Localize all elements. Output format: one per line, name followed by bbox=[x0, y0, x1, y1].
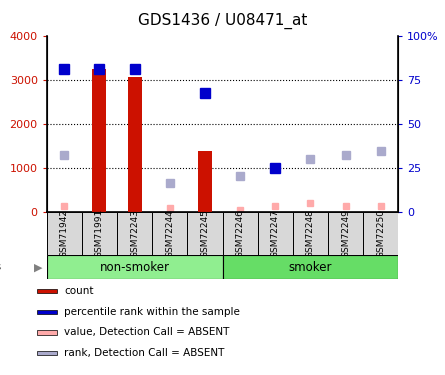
Bar bbox=[222, 212, 258, 255]
Bar bbox=[198, 151, 212, 212]
Bar bbox=[187, 212, 222, 255]
Bar bbox=[37, 309, 57, 314]
Text: rank, Detection Call = ABSENT: rank, Detection Call = ABSENT bbox=[65, 348, 225, 358]
Text: GSM72246: GSM72246 bbox=[235, 209, 245, 258]
Bar bbox=[328, 212, 363, 255]
Bar bbox=[47, 255, 222, 279]
Bar bbox=[222, 255, 398, 279]
Bar bbox=[47, 212, 82, 255]
Text: GDS1436 / U08471_at: GDS1436 / U08471_at bbox=[138, 13, 307, 29]
Text: GSM72249: GSM72249 bbox=[341, 209, 350, 258]
Text: GSM72245: GSM72245 bbox=[200, 209, 210, 258]
Text: GSM72248: GSM72248 bbox=[306, 209, 315, 258]
Text: stress: stress bbox=[0, 262, 4, 272]
Bar bbox=[363, 212, 398, 255]
Text: count: count bbox=[65, 286, 94, 296]
Bar bbox=[37, 351, 57, 355]
Text: GSM71942: GSM71942 bbox=[60, 209, 69, 258]
Text: smoker: smoker bbox=[289, 261, 332, 274]
Bar bbox=[128, 78, 142, 212]
Text: GSM72244: GSM72244 bbox=[165, 209, 174, 258]
Text: value, Detection Call = ABSENT: value, Detection Call = ABSENT bbox=[65, 327, 230, 338]
Bar bbox=[82, 212, 117, 255]
Text: non-smoker: non-smoker bbox=[100, 261, 170, 274]
Bar bbox=[152, 212, 187, 255]
Text: ▶: ▶ bbox=[34, 262, 43, 272]
Text: GSM72250: GSM72250 bbox=[376, 209, 385, 258]
Text: GSM71991: GSM71991 bbox=[95, 209, 104, 258]
Bar bbox=[37, 330, 57, 334]
Bar bbox=[258, 212, 293, 255]
Text: GSM72243: GSM72243 bbox=[130, 209, 139, 258]
Text: percentile rank within the sample: percentile rank within the sample bbox=[65, 307, 240, 317]
Bar bbox=[37, 289, 57, 293]
Text: GSM72247: GSM72247 bbox=[271, 209, 280, 258]
Bar bbox=[93, 69, 106, 212]
Bar bbox=[293, 212, 328, 255]
Bar bbox=[117, 212, 152, 255]
